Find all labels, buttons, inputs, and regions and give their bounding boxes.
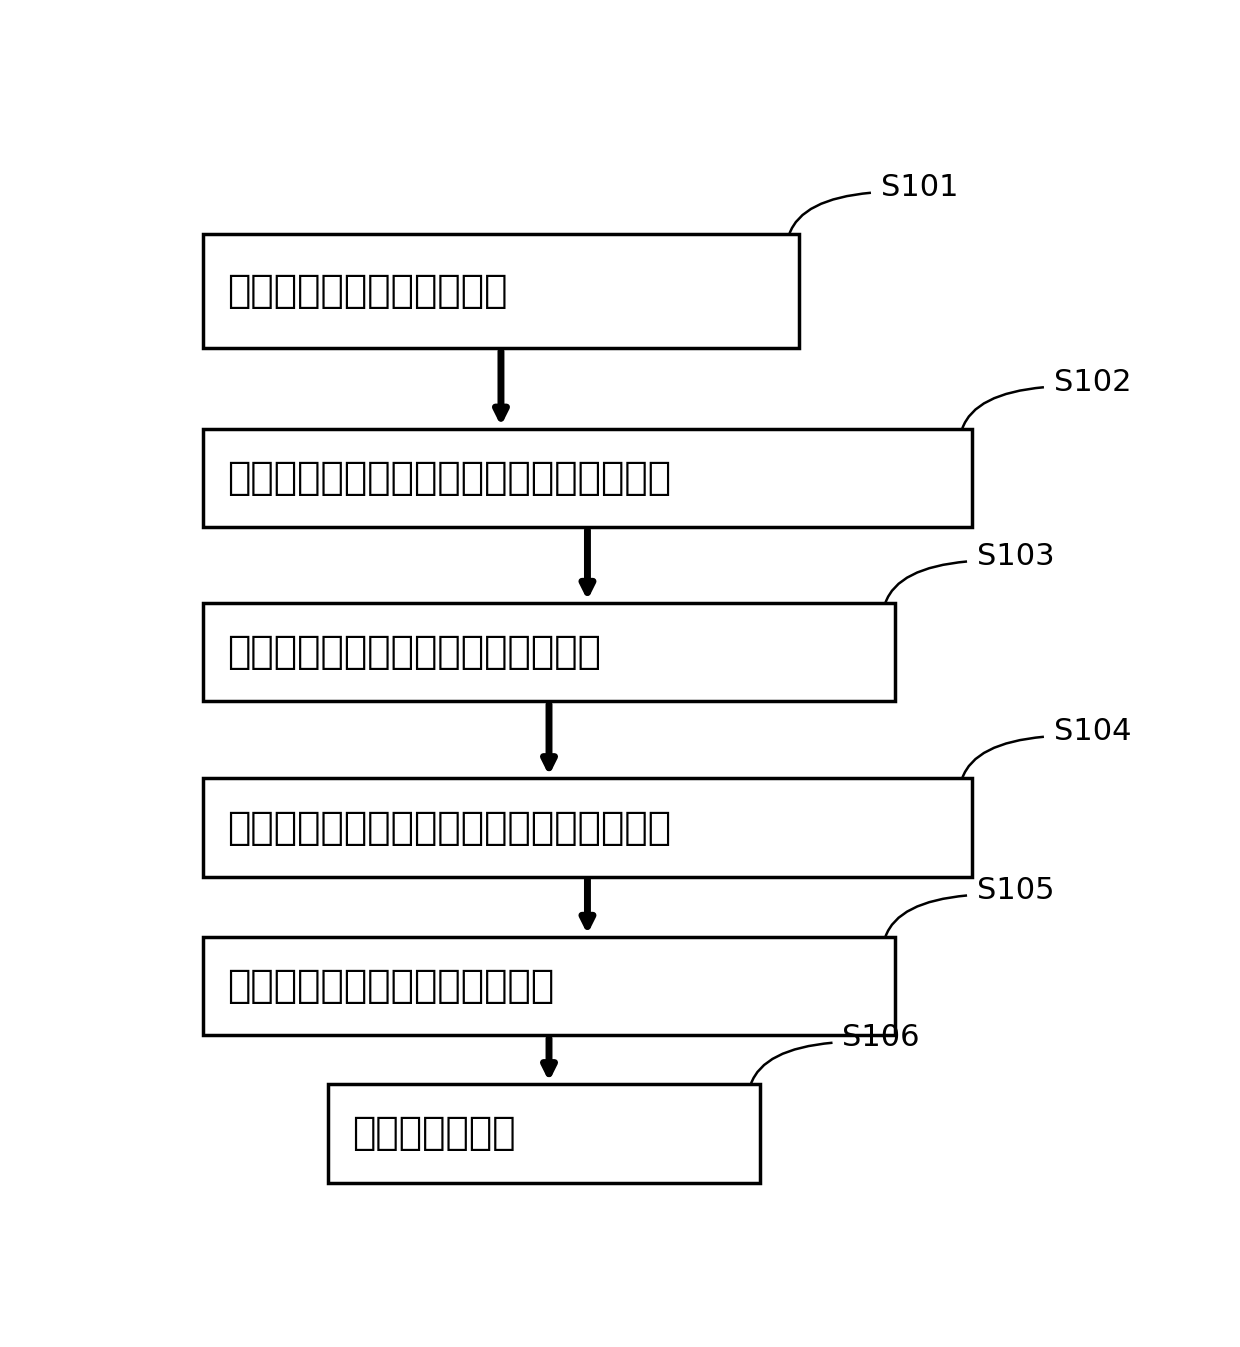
Text: S106: S106 xyxy=(842,1024,920,1052)
Bar xyxy=(203,603,895,702)
Bar xyxy=(327,1084,760,1183)
Text: S104: S104 xyxy=(1054,717,1131,746)
Text: S105: S105 xyxy=(977,876,1054,905)
Bar xyxy=(203,428,972,527)
Bar xyxy=(203,779,972,877)
Text: 将正负导针分别固定在阳极、阴极上: 将正负导针分别固定在阳极、阴极上 xyxy=(227,633,601,671)
Text: 在阳极的表面形成电解质层: 在阳极的表面形成电解质层 xyxy=(227,272,507,310)
Bar xyxy=(203,938,895,1036)
Text: S102: S102 xyxy=(1054,368,1131,396)
Text: 将阳极、阴极和隔离纸裁切成所需要的宽度: 将阳极、阴极和隔离纸裁切成所需要的宽度 xyxy=(227,459,671,497)
Text: 将固定后的阳极、阴极与隔离纸卷绕成芯包: 将固定后的阳极、阴极与隔离纸卷绕成芯包 xyxy=(227,808,671,846)
Text: 含浸电解质后，热处理烤干芯包: 含浸电解质后，热处理烤干芯包 xyxy=(227,967,554,1005)
Text: S103: S103 xyxy=(977,541,1054,571)
Text: S101: S101 xyxy=(880,172,959,202)
Text: 胶塞装配，老化: 胶塞装配，老化 xyxy=(352,1114,516,1153)
Bar xyxy=(203,234,799,349)
